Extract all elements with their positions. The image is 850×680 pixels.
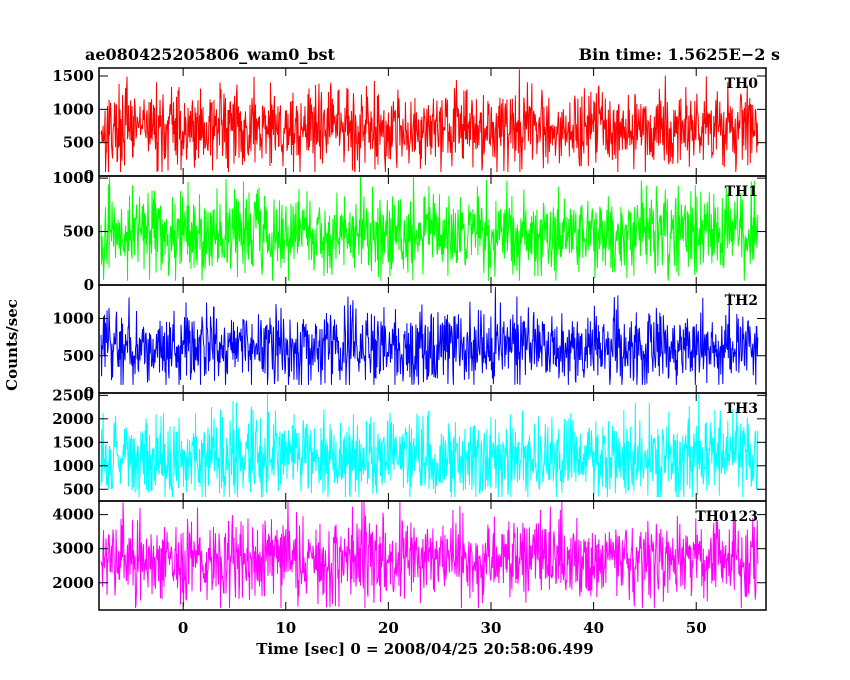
series-line-th3 [100,393,759,498]
x-tick-label: 40 [583,619,604,637]
x-tick-label: 20 [378,619,399,637]
y-tick-label: 2500 [52,386,94,404]
y-tick-label: 2000 [52,410,94,428]
panel-th1: 0 500 1000 TH1 [52,169,767,294]
y-tick-label: 3000 [52,540,94,558]
panel-th3: 500 1000 1500 2000 2500 TH3 [52,386,767,502]
y-tick-label: 0 [84,167,94,185]
y-tick-label: 500 [63,480,94,498]
y-tick-label: 500 [63,347,94,365]
y-axis-title: Counts/sec [3,299,21,391]
panel-label: TH0123 [695,509,758,525]
series-line-th1 [100,177,759,281]
x-tick-label: 10 [275,619,296,637]
panel-th0: 0 500 1000 1500 TH0 [52,67,767,185]
chart-title-right: Bin time: 1.5625E−2 s [579,45,780,64]
x-axis-title: Time [sec] 0 = 2008/04/25 20:58:06.499 [256,640,593,658]
y-tick-label: 4000 [52,506,94,524]
series-line-th0123 [100,501,759,609]
x-tick-label: 0 [178,619,188,637]
panel-frame [98,500,767,611]
x-axis: 0 10 20 30 40 50 [178,619,707,637]
panels-group: 0 500 1000 1500 TH0 0 500 1000 TH1 0 500 1000 TH2 500… [52,67,767,611]
y-tick-label: 0 [84,276,94,294]
y-tick-label: 500 [63,223,94,241]
y-tick-label: 1000 [52,457,94,475]
panel-frame [98,392,767,502]
y-tick-label: 1500 [52,433,94,451]
y-tick-label: 1000 [52,169,94,187]
y-tick-label: 2000 [52,574,94,592]
chart-title-left: ae080425205806_wam0_bst [85,45,336,64]
panel-label: TH2 [725,293,758,309]
y-tick-label: 500 [63,134,94,152]
x-tick-label: 50 [686,619,707,637]
panel-label: TH3 [725,401,758,417]
panel-th2: 0 500 1000 TH2 [52,284,767,402]
x-tick-label: 30 [481,619,502,637]
panel-label: TH0 [725,76,759,92]
series-line-th2 [100,286,759,385]
y-tick-label: 1000 [52,100,94,118]
y-tick-label: 1500 [52,67,94,85]
panel-th0123: 2000 3000 4000 TH0123 [52,500,767,611]
panel-label: TH1 [725,184,758,200]
y-tick-label: 0 [84,384,94,402]
series-line-th0 [100,69,759,173]
y-tick-label: 1000 [52,310,94,328]
